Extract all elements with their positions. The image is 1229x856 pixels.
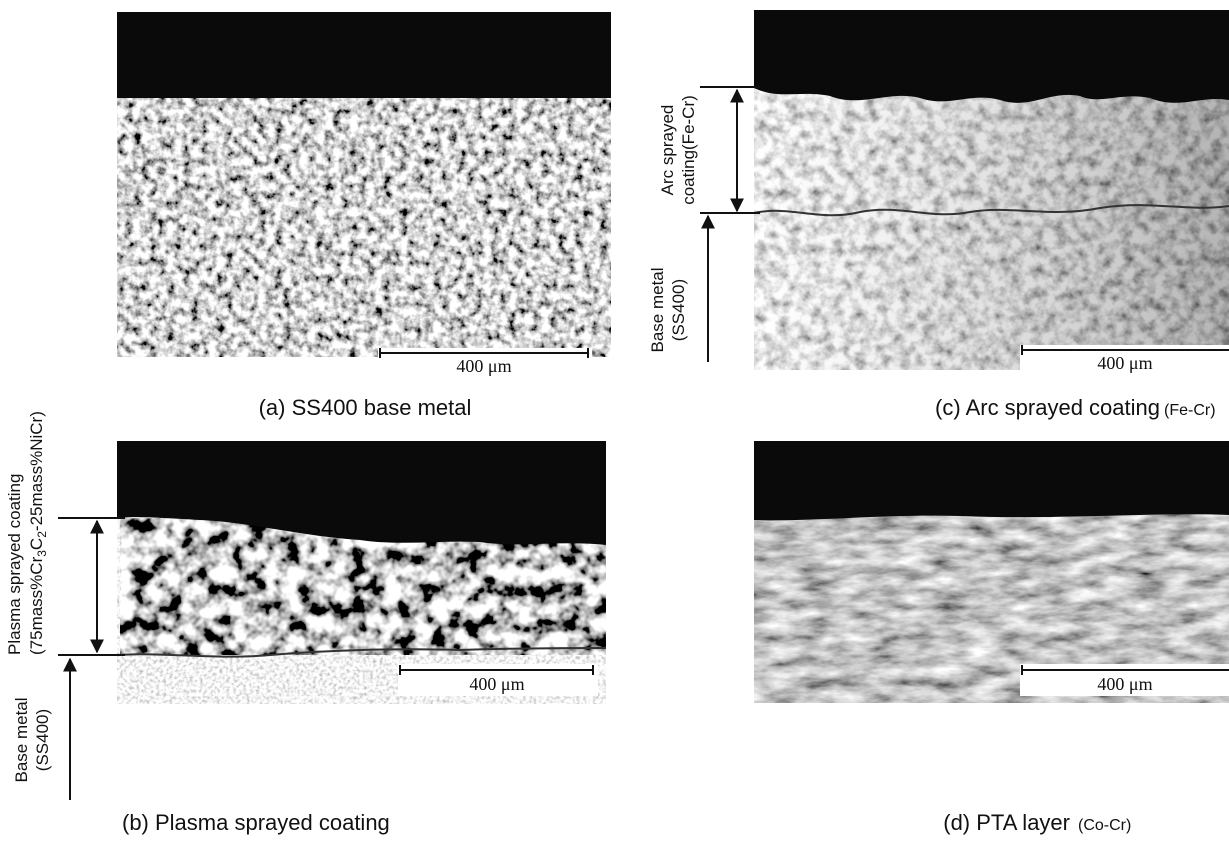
- coating-label: coating(Fe-Cr): [679, 95, 698, 205]
- coating-label: Arc sprayed: [658, 105, 677, 196]
- scale-label: 400 μm: [456, 356, 511, 376]
- base-label: Base metal: [648, 267, 667, 352]
- scale-label: 400 μm: [469, 674, 524, 694]
- label-part: C: [27, 538, 46, 550]
- mount-region: [117, 12, 611, 98]
- caption: (c) Arc sprayed coating: [935, 395, 1160, 420]
- figure: 400 μm (a) SS400 base metal 400 μm (c) A…: [0, 0, 1229, 856]
- base-label: Base metal: [12, 697, 31, 782]
- caption: (b) Plasma sprayed coating: [122, 810, 390, 835]
- caption-note: (Co-Cr): [1078, 817, 1131, 834]
- scale-label: 400 μm: [1097, 353, 1152, 373]
- coating-label: Plasma sprayed coating: [5, 474, 24, 655]
- caption: (a) SS400 base metal: [259, 395, 472, 420]
- caption-note: (Fe-Cr): [1164, 402, 1216, 419]
- label-part: (75mass%Cr: [27, 556, 46, 655]
- mount-region: [754, 10, 1229, 103]
- base-label: (SS400): [669, 279, 688, 341]
- panel-d: 400 μm (d) PTA layer (Co-Cr): [754, 441, 1229, 835]
- scale-label: 400 μm: [1097, 674, 1152, 694]
- bound-lines: [700, 87, 760, 213]
- bound-lines: [58, 518, 125, 655]
- panel-a: 400 μm (a) SS400 base metal: [117, 12, 611, 420]
- panel-c: 400 μm (c) Arc sprayed coating (Fe-Cr) A…: [648, 10, 1229, 420]
- coating-label: (75mass%Cr3C2-25mass%NiCr): [27, 411, 49, 655]
- base-label: (SS400): [33, 709, 52, 771]
- panel-b: 400 μm (b) Plasma sprayed coating Plasma…: [5, 411, 606, 835]
- mount-region: [754, 441, 1229, 520]
- label-part: -25mass%NiCr): [27, 411, 46, 531]
- caption: (d) PTA layer: [943, 810, 1070, 835]
